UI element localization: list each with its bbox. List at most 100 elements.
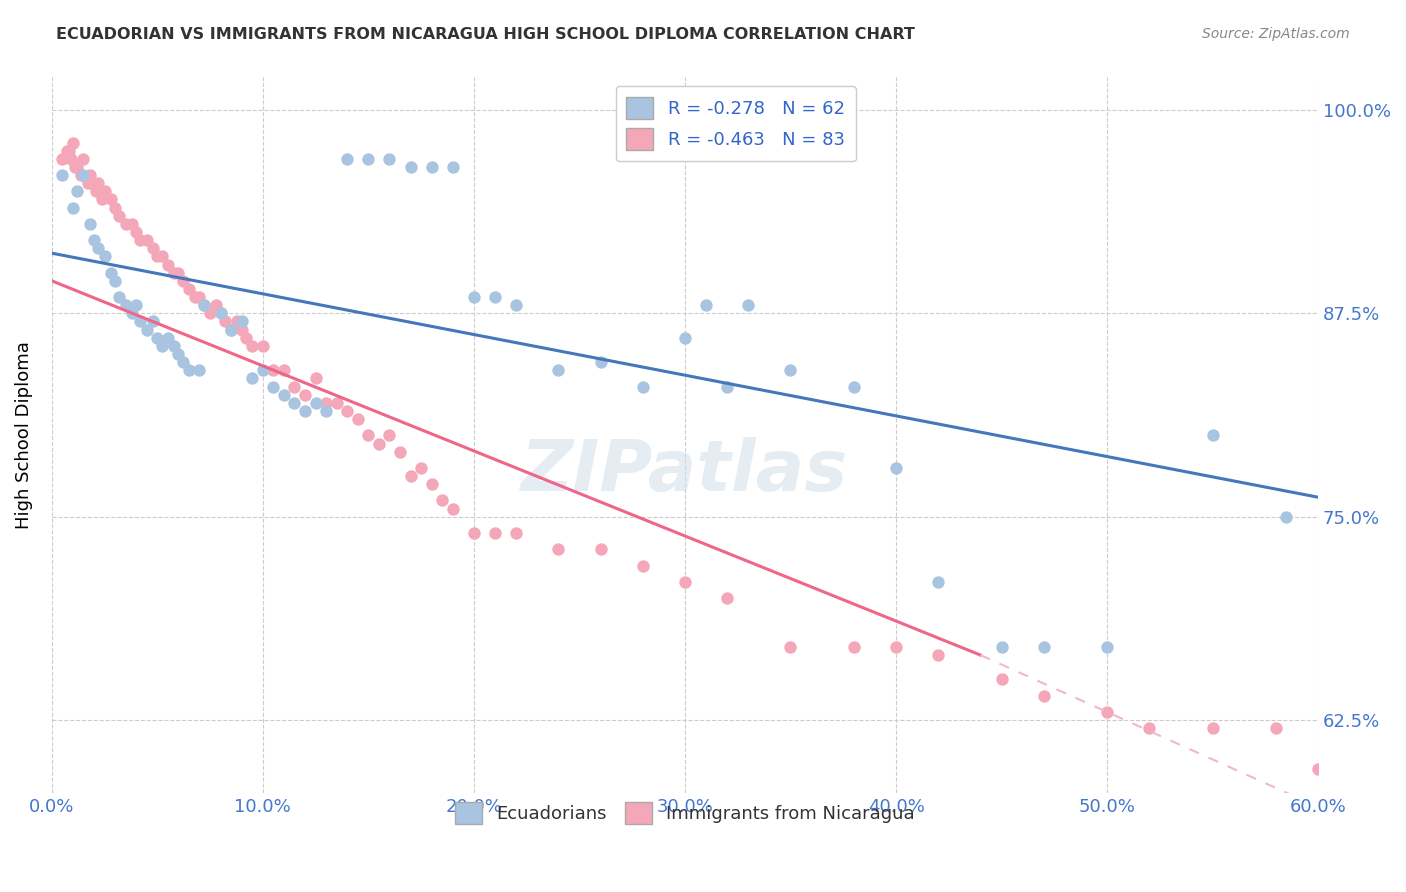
Point bbox=[58, 144, 80, 158]
Point bbox=[463, 526, 485, 541]
Point bbox=[51, 168, 73, 182]
Point bbox=[1264, 721, 1286, 735]
Point bbox=[177, 363, 200, 377]
Point bbox=[262, 379, 284, 393]
Point bbox=[842, 640, 865, 654]
Point bbox=[51, 152, 73, 166]
Point bbox=[273, 363, 295, 377]
Point bbox=[367, 436, 389, 450]
Point bbox=[219, 323, 242, 337]
Point bbox=[779, 363, 801, 377]
Point bbox=[505, 526, 527, 541]
Point bbox=[108, 209, 131, 223]
Point bbox=[315, 396, 337, 410]
Point bbox=[167, 347, 190, 361]
Point bbox=[927, 648, 949, 662]
Point bbox=[842, 379, 865, 393]
Point bbox=[188, 290, 211, 304]
Point bbox=[283, 379, 305, 393]
Point bbox=[420, 160, 443, 174]
Point bbox=[184, 290, 207, 304]
Point bbox=[1201, 428, 1223, 442]
Point bbox=[631, 558, 654, 573]
Point bbox=[884, 461, 907, 475]
Point bbox=[357, 428, 380, 442]
Point bbox=[59, 152, 82, 166]
Point bbox=[167, 266, 190, 280]
Point bbox=[91, 193, 114, 207]
Point bbox=[150, 249, 173, 263]
Point bbox=[990, 640, 1012, 654]
Point bbox=[357, 152, 380, 166]
Point bbox=[93, 185, 115, 199]
Point bbox=[325, 396, 347, 410]
Point bbox=[505, 298, 527, 312]
Point bbox=[378, 152, 401, 166]
Point bbox=[83, 176, 105, 190]
Point bbox=[188, 363, 211, 377]
Point bbox=[93, 249, 115, 263]
Legend: Ecuadorians, Immigrants from Nicaragua: Ecuadorians, Immigrants from Nicaragua bbox=[444, 790, 927, 834]
Point bbox=[198, 306, 221, 320]
Point bbox=[1032, 640, 1054, 654]
Text: ECUADORIAN VS IMMIGRANTS FROM NICARAGUA HIGH SCHOOL DIPLOMA CORRELATION CHART: ECUADORIAN VS IMMIGRANTS FROM NICARAGUA … bbox=[56, 27, 915, 42]
Point bbox=[83, 233, 105, 247]
Point bbox=[262, 363, 284, 377]
Point bbox=[420, 477, 443, 491]
Text: Source: ZipAtlas.com: Source: ZipAtlas.com bbox=[1202, 27, 1350, 41]
Point bbox=[163, 339, 186, 353]
Point bbox=[231, 314, 253, 328]
Point bbox=[125, 225, 148, 239]
Point bbox=[205, 298, 228, 312]
Point bbox=[70, 168, 93, 182]
Point bbox=[79, 217, 101, 231]
Point bbox=[177, 282, 200, 296]
Point bbox=[283, 396, 305, 410]
Point bbox=[441, 501, 464, 516]
Point bbox=[62, 136, 84, 150]
Point bbox=[72, 152, 94, 166]
Point bbox=[100, 193, 122, 207]
Point bbox=[62, 201, 84, 215]
Point bbox=[156, 331, 179, 345]
Point bbox=[104, 274, 127, 288]
Point bbox=[135, 323, 157, 337]
Point bbox=[156, 258, 179, 272]
Point bbox=[129, 233, 152, 247]
Point bbox=[388, 444, 411, 458]
Point bbox=[104, 201, 127, 215]
Point bbox=[66, 160, 89, 174]
Point bbox=[240, 371, 263, 385]
Point bbox=[779, 640, 801, 654]
Point bbox=[1275, 509, 1298, 524]
Point bbox=[1032, 689, 1054, 703]
Point bbox=[55, 144, 77, 158]
Point bbox=[84, 185, 107, 199]
Point bbox=[146, 249, 169, 263]
Point bbox=[219, 323, 242, 337]
Point bbox=[1308, 762, 1330, 776]
Point bbox=[884, 640, 907, 654]
Point bbox=[441, 160, 464, 174]
Point bbox=[399, 160, 422, 174]
Point bbox=[252, 363, 274, 377]
Point bbox=[547, 363, 569, 377]
Point bbox=[135, 233, 157, 247]
Point bbox=[927, 574, 949, 589]
Point bbox=[108, 290, 131, 304]
Point bbox=[193, 298, 215, 312]
Point bbox=[125, 298, 148, 312]
Point bbox=[1095, 705, 1118, 719]
Point bbox=[80, 176, 103, 190]
Point bbox=[129, 314, 152, 328]
Point bbox=[72, 168, 94, 182]
Point bbox=[1137, 721, 1160, 735]
Point bbox=[399, 469, 422, 483]
Text: ZIPatlas: ZIPatlas bbox=[522, 437, 849, 506]
Point bbox=[209, 306, 232, 320]
Point bbox=[336, 152, 359, 166]
Point bbox=[87, 176, 110, 190]
Point bbox=[304, 396, 326, 410]
Point bbox=[673, 574, 696, 589]
Point bbox=[1095, 640, 1118, 654]
